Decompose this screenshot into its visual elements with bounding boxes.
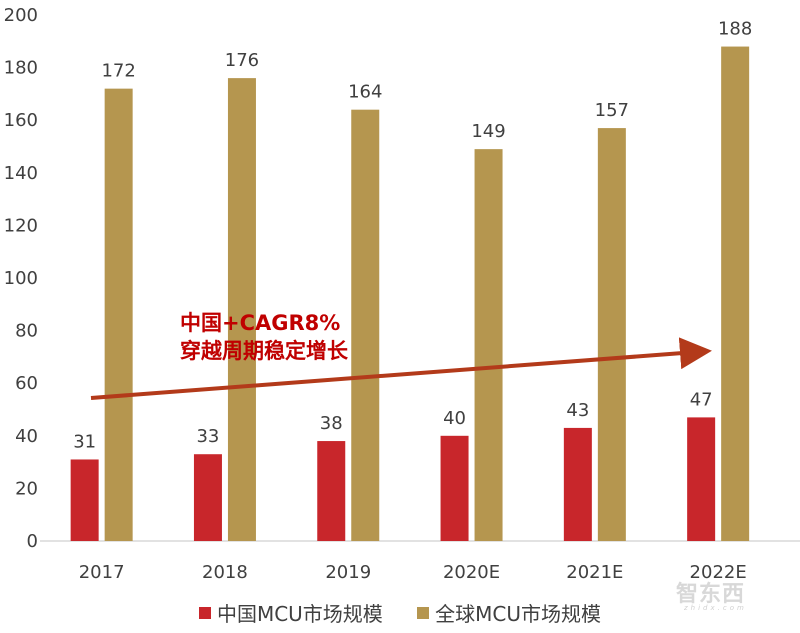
data-label: 176 bbox=[225, 50, 259, 71]
data-label: 164 bbox=[348, 82, 382, 103]
legend-label-global: 全球MCU市场规模 bbox=[435, 602, 602, 626]
data-label: 172 bbox=[101, 61, 135, 82]
bars: 31 172 33 176 38 164 40 149 43 157 47 188 bbox=[70, 19, 752, 542]
bar-china[interactable] bbox=[563, 427, 592, 541]
bar-global[interactable] bbox=[474, 149, 503, 541]
x-tick-label: 2017 bbox=[79, 562, 125, 583]
y-tick-label: 160 bbox=[4, 110, 38, 131]
legend-label-china: 中国MCU市场规模 bbox=[216, 602, 383, 626]
bar-global[interactable] bbox=[227, 78, 256, 542]
bar-china[interactable] bbox=[687, 417, 716, 541]
x-tick-label: 2020E bbox=[443, 562, 500, 583]
bar-china[interactable] bbox=[317, 441, 346, 541]
x-tick-label: 2019 bbox=[325, 562, 371, 583]
y-tick-label: 120 bbox=[4, 215, 38, 236]
y-tick-label: 0 bbox=[27, 531, 38, 552]
bar-global[interactable] bbox=[351, 109, 380, 542]
x-axis: 2017 2018 2019 2020E 2021E 2022E bbox=[79, 562, 747, 583]
data-label: 31 bbox=[73, 431, 96, 452]
x-tick-label: 2021E bbox=[566, 562, 623, 583]
data-label: 43 bbox=[566, 400, 589, 421]
legend: 中国MCU市场规模 全球MCU市场规模 bbox=[0, 598, 800, 627]
data-label: 38 bbox=[320, 413, 343, 434]
data-label: 188 bbox=[718, 19, 752, 40]
watermark-logo: 智东西 bbox=[676, 582, 746, 607]
bar-china[interactable] bbox=[193, 454, 222, 541]
y-tick-label: 80 bbox=[15, 321, 38, 342]
x-tick-label: 2022E bbox=[690, 562, 747, 583]
y-tick-label: 40 bbox=[15, 426, 38, 447]
y-tick-label: 140 bbox=[4, 163, 38, 184]
annotation-line1: 中国+CAGR8% bbox=[180, 311, 340, 335]
y-tick-label: 60 bbox=[15, 373, 38, 394]
bar-global[interactable] bbox=[104, 88, 133, 541]
data-label: 47 bbox=[690, 389, 713, 410]
y-tick-label: 100 bbox=[4, 268, 38, 289]
bar-global[interactable] bbox=[721, 46, 750, 542]
data-label: 149 bbox=[471, 121, 505, 142]
bar-global[interactable] bbox=[597, 128, 626, 541]
legend-swatch-global bbox=[417, 606, 430, 619]
bar-china[interactable] bbox=[70, 459, 99, 541]
data-label: 40 bbox=[443, 408, 466, 429]
bar-china[interactable] bbox=[440, 435, 469, 541]
y-axis: 0 20 40 60 80 100 120 140 160 180 200 bbox=[4, 5, 38, 552]
data-label: 157 bbox=[595, 100, 629, 121]
watermark-url: zhidx.com bbox=[684, 604, 747, 612]
y-tick-label: 20 bbox=[15, 478, 38, 499]
x-tick-label: 2018 bbox=[202, 562, 248, 583]
legend-swatch-china bbox=[198, 606, 211, 619]
y-tick-label: 200 bbox=[4, 5, 38, 26]
y-tick-label: 180 bbox=[4, 58, 38, 79]
legend-item-china[interactable]: 中国MCU市场规模 bbox=[198, 598, 383, 627]
legend-item-global[interactable]: 全球MCU市场规模 bbox=[417, 598, 601, 627]
data-label: 33 bbox=[196, 426, 219, 447]
annotation-line2: 穿越周期稳定增长 bbox=[180, 339, 349, 363]
cagr-arrow bbox=[90, 337, 712, 400]
